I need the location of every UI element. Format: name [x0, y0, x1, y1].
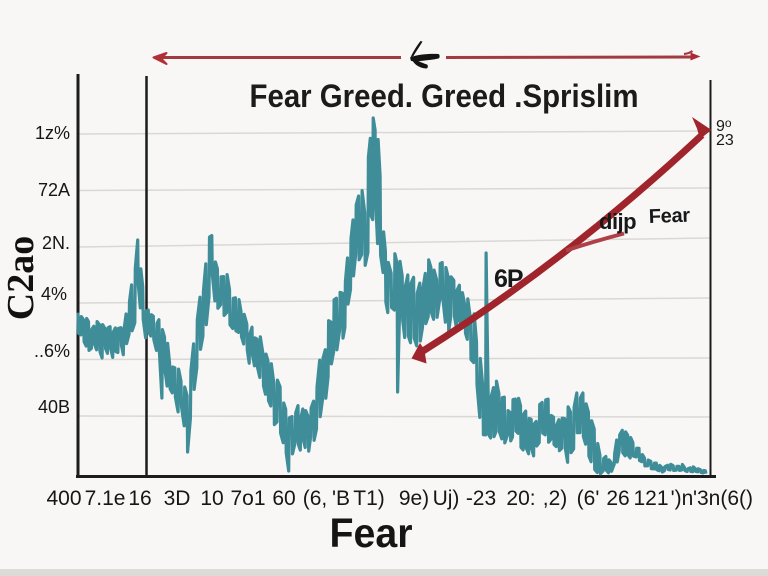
- svg-text:7o1: 7o1: [230, 487, 265, 510]
- svg-text:T1): T1): [353, 487, 385, 510]
- svg-text:121: 121: [633, 487, 668, 510]
- svg-text:(6,: (6,: [303, 487, 328, 510]
- svg-text:2N.: 2N.: [42, 233, 70, 253]
- svg-text:'B: 'B: [332, 487, 350, 510]
- svg-text:-23: -23: [466, 487, 496, 510]
- svg-text:26: 26: [606, 487, 629, 510]
- svg-text:C2ao: C2ao: [0, 236, 42, 320]
- svg-text:1z%: 1z%: [35, 123, 70, 143]
- svg-text:60: 60: [272, 487, 295, 510]
- svg-text:16: 16: [128, 487, 151, 510]
- svg-text:3D: 3D: [164, 487, 191, 510]
- svg-text:40B: 40B: [38, 397, 70, 417]
- svg-text:..6%: ..6%: [34, 341, 70, 361]
- svg-text:20:: 20:: [506, 487, 535, 510]
- svg-text:Uj): Uj): [433, 487, 460, 510]
- svg-text:,2): ,2): [543, 487, 568, 510]
- svg-text:10: 10: [200, 487, 223, 510]
- svg-text:Fear: Fear: [330, 510, 413, 556]
- svg-text:dijp: dijp: [599, 209, 636, 234]
- svg-text:Fear Greed. Greed .Sprislim: Fear Greed. Greed .Sprislim: [250, 78, 639, 114]
- svg-text:Fear: Fear: [648, 205, 690, 228]
- svg-text:'3n(6(): '3n(6(): [693, 487, 753, 510]
- svg-text:')n: ')n: [671, 487, 694, 510]
- svg-text:7.1e: 7.1e: [85, 487, 126, 510]
- svg-text:23: 23: [716, 132, 734, 149]
- svg-text:(6': (6': [577, 487, 600, 510]
- svg-text:9e): 9e): [399, 487, 429, 510]
- svg-text:400: 400: [46, 487, 81, 510]
- svg-text:72A: 72A: [38, 180, 70, 200]
- svg-text:4%: 4%: [41, 284, 67, 304]
- svg-text:6P: 6P: [494, 265, 523, 293]
